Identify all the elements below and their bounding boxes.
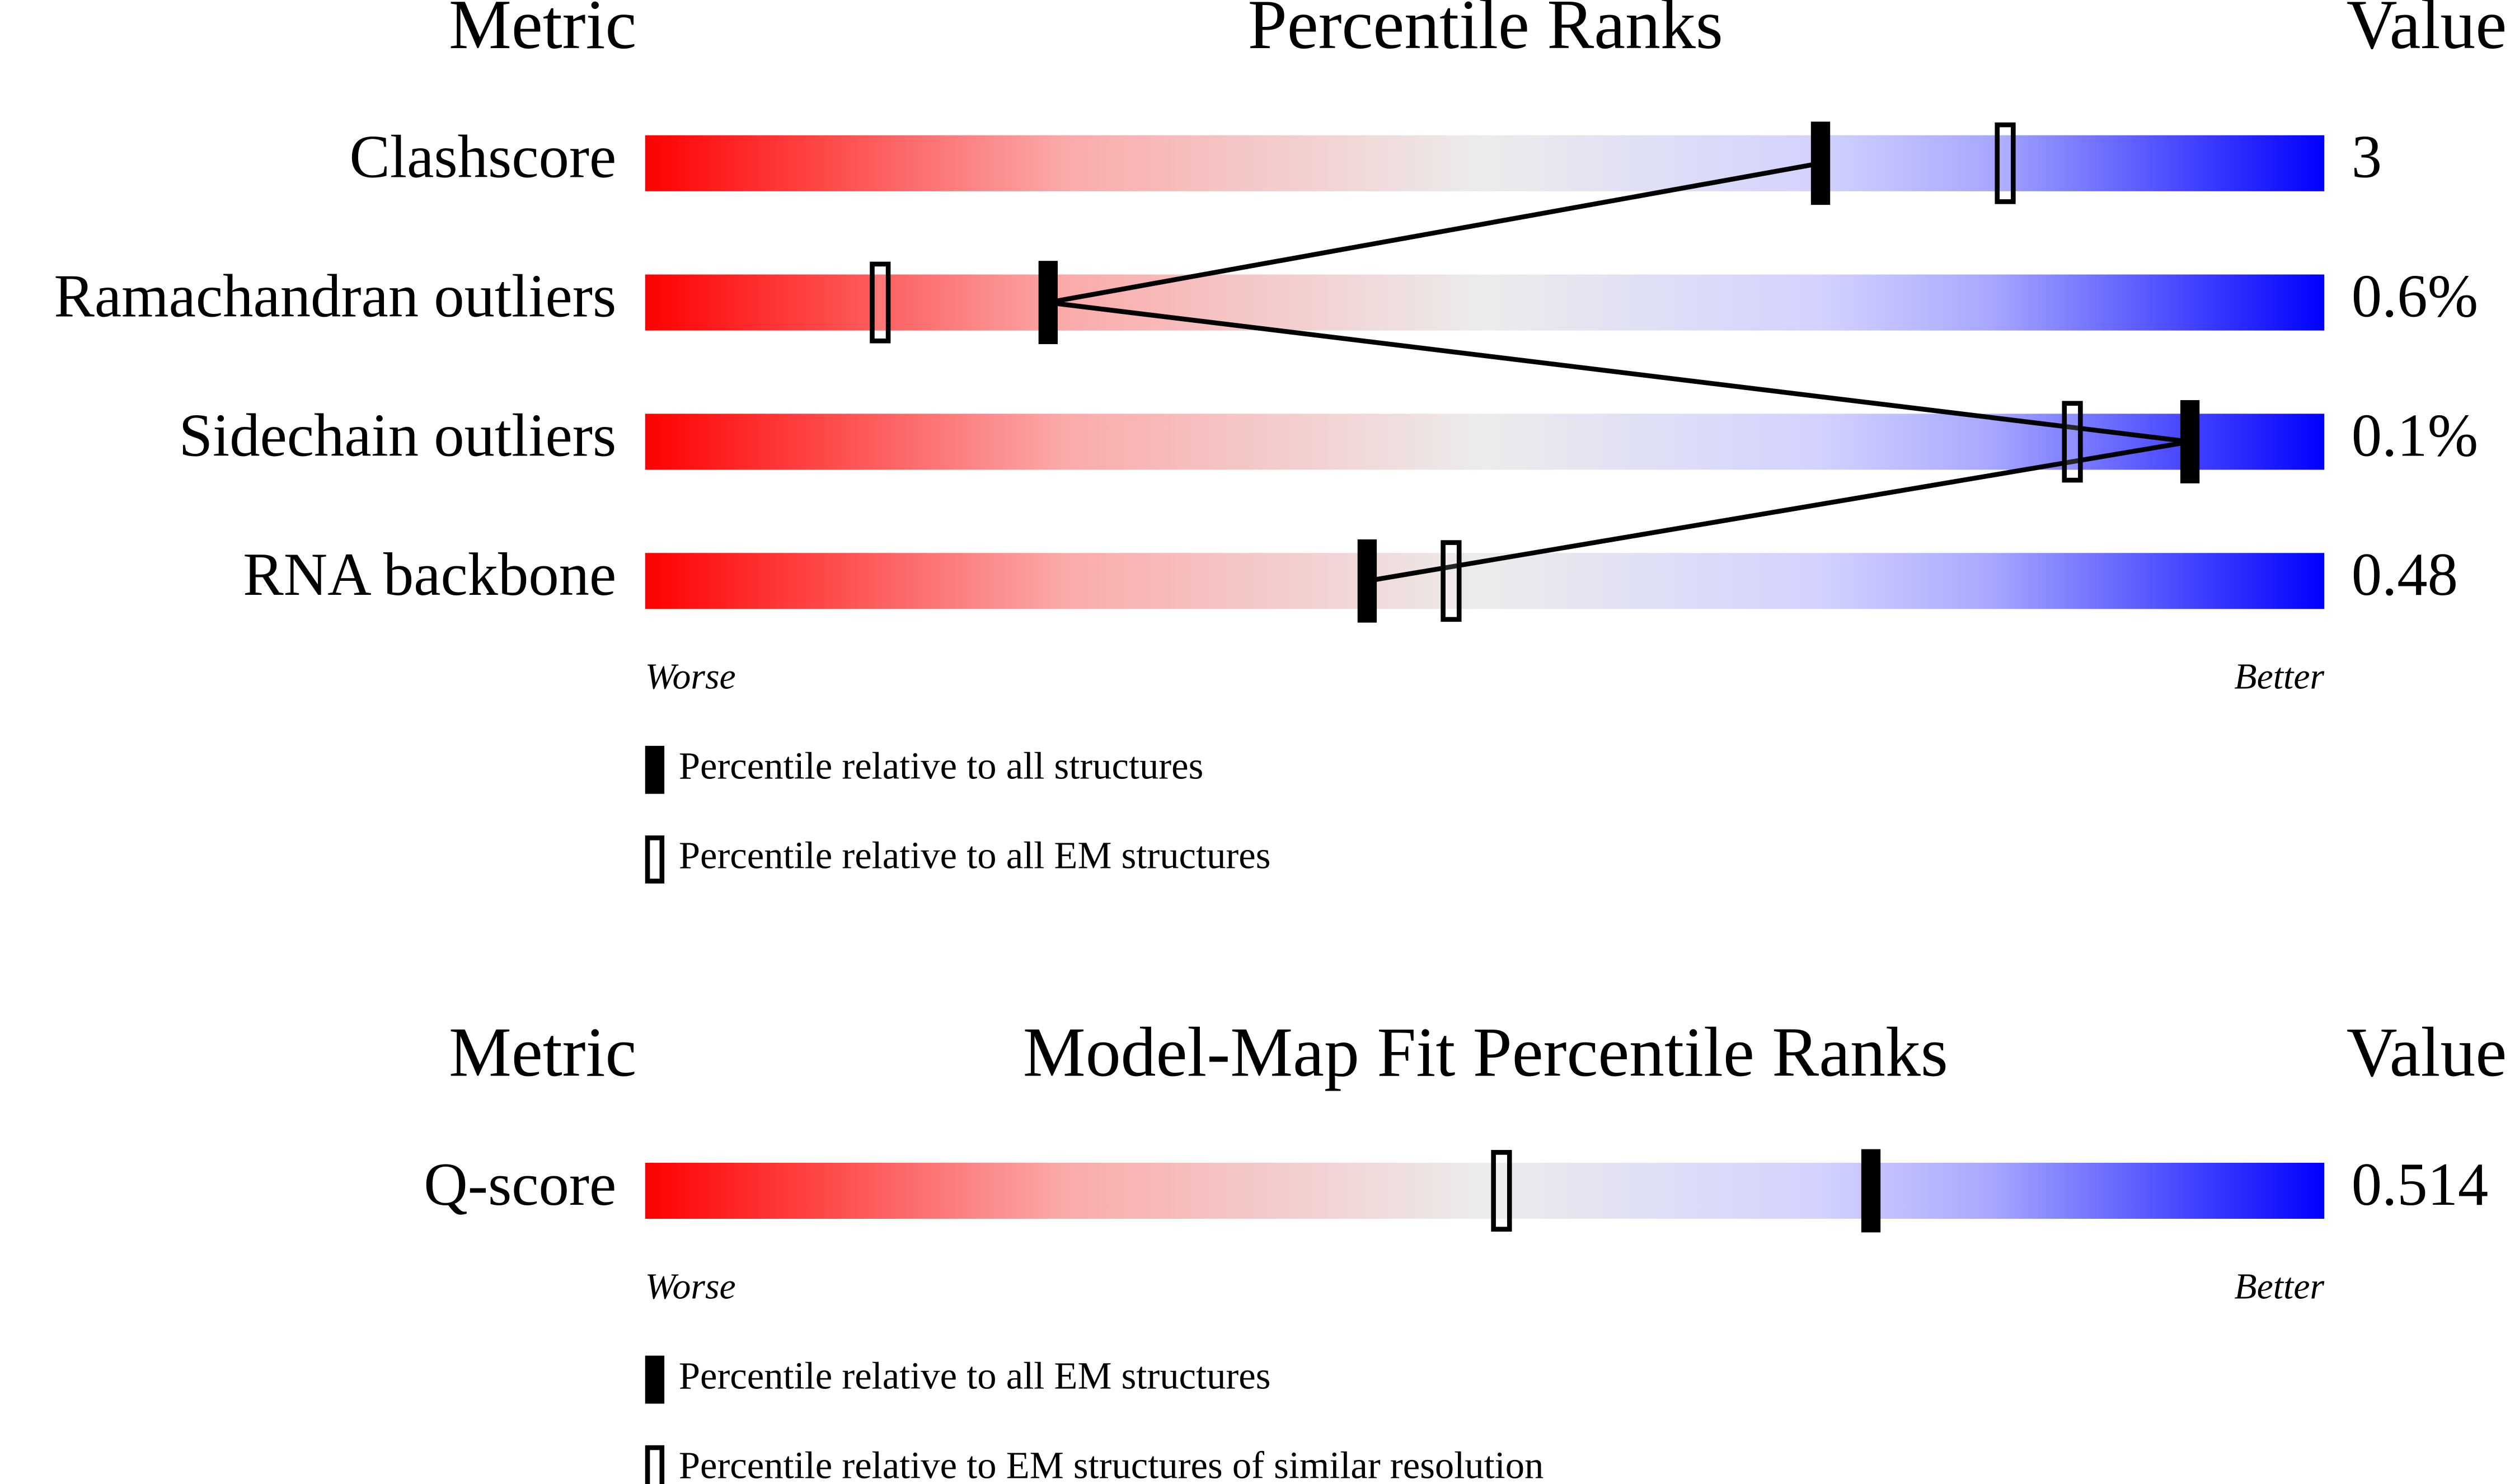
axis-end-label: Better bbox=[2234, 656, 2324, 697]
chart-title: Model-Map Fit Percentile Ranks bbox=[1023, 1013, 1948, 1091]
marker-filled bbox=[1038, 261, 1058, 344]
metric-label: Sidechain outliers bbox=[179, 401, 617, 469]
marker-filled bbox=[1861, 1149, 1881, 1233]
metric-value: 0.6% bbox=[2352, 262, 2478, 330]
header-value: Value bbox=[2347, 1013, 2507, 1091]
percentile-bar bbox=[645, 274, 2325, 331]
metric-label: Ramachandran outliers bbox=[54, 262, 616, 330]
connector-line bbox=[1048, 161, 2190, 584]
marker-open bbox=[1491, 1150, 1512, 1232]
marker-filled bbox=[2180, 400, 2200, 483]
legend-swatch bbox=[645, 745, 665, 794]
legend-label: Percentile relative to all structures bbox=[679, 745, 1204, 787]
metric-label: Clashscore bbox=[349, 123, 616, 191]
metric-value: 0.1% bbox=[2352, 401, 2478, 469]
percentile-bar bbox=[645, 135, 2325, 191]
metric-label: RNA backbone bbox=[243, 541, 616, 608]
chart-title: Percentile Ranks bbox=[1248, 0, 1723, 64]
legend-swatch bbox=[645, 835, 665, 884]
axis-start-label: Worse bbox=[645, 1266, 736, 1307]
legend-label: Percentile relative to all EM structures bbox=[679, 834, 1271, 877]
legend-swatch bbox=[645, 1355, 665, 1404]
legend-swatch bbox=[645, 1445, 665, 1484]
marker-open bbox=[2062, 401, 2083, 483]
metric-label: Q-score bbox=[424, 1150, 616, 1218]
metric-value: 0.48 bbox=[2352, 541, 2458, 608]
marker-filled bbox=[1810, 121, 1831, 205]
legend-label: Percentile relative to EM structures of … bbox=[679, 1444, 1544, 1484]
marker-filled bbox=[1357, 539, 1377, 623]
header-metric: Metric bbox=[449, 1013, 636, 1091]
marker-open bbox=[1995, 122, 2016, 204]
axis-end-label: Better bbox=[2234, 1266, 2324, 1307]
legend-label: Percentile relative to all EM structures bbox=[679, 1354, 1271, 1397]
axis-start-label: Worse bbox=[645, 656, 736, 697]
metric-value: 0.514 bbox=[2352, 1150, 2489, 1218]
header-value: Value bbox=[2347, 0, 2507, 64]
marker-open bbox=[1441, 540, 1462, 622]
metric-value: 3 bbox=[2352, 123, 2382, 191]
header-metric: Metric bbox=[449, 0, 636, 64]
marker-open bbox=[870, 261, 891, 344]
percentile-bar bbox=[645, 1162, 2325, 1219]
